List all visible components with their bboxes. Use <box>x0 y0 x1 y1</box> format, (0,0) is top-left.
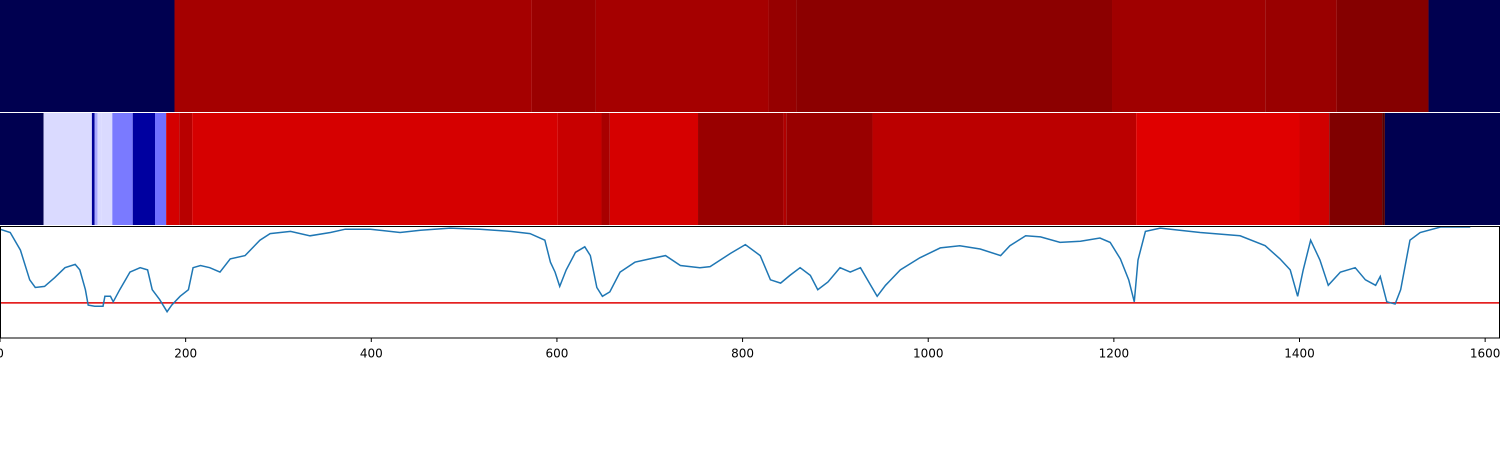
x-tick-label: 200 <box>174 347 197 361</box>
strip-segment <box>101 113 113 225</box>
x-tick-label: 1400 <box>1284 347 1315 361</box>
strip-segment <box>1136 113 1300 225</box>
x-tick-label: 1000 <box>913 347 944 361</box>
strip-segment <box>768 0 797 112</box>
strip-segment <box>112 113 133 225</box>
strip-segment <box>1112 0 1266 112</box>
strip-segment <box>97 113 102 225</box>
strip-segment <box>872 113 1137 225</box>
strip-segment <box>1299 113 1330 225</box>
x-tick-label: 1200 <box>1099 347 1130 361</box>
strip-segment <box>43 113 92 225</box>
strip-segment <box>601 113 610 225</box>
strip-segment <box>531 0 596 112</box>
x-tick-label: 0 <box>0 347 4 361</box>
strip-segment <box>557 113 602 225</box>
strip-segment <box>1384 113 1500 225</box>
strip-segment <box>609 113 699 225</box>
strip-segment <box>166 113 180 225</box>
data-line <box>0 226 1471 314</box>
strip-segment <box>132 113 156 225</box>
strip-segment <box>595 0 769 112</box>
strip-segment <box>94 113 98 225</box>
strip-segment <box>1329 113 1383 225</box>
strip-segment <box>192 113 558 225</box>
x-tick-label: 600 <box>545 347 568 361</box>
strip-segment <box>1428 0 1500 112</box>
strips <box>0 0 1500 225</box>
strip-segment <box>179 113 193 225</box>
strip-segment <box>698 113 784 225</box>
x-tick-label: 800 <box>731 347 754 361</box>
strip-segment <box>796 0 1113 112</box>
x-tick-label: 1600 <box>1470 347 1500 361</box>
strip-segment <box>783 113 787 225</box>
strip-segment <box>0 113 44 225</box>
strip-segment <box>786 113 873 225</box>
strip-segment <box>1265 0 1337 112</box>
strip-segment <box>155 113 167 225</box>
line-plot: 0 200 400 600 800 1000 1200 1400 1600 <box>0 226 1500 361</box>
strip-segment <box>91 113 95 225</box>
strip-segment <box>1382 113 1385 225</box>
strip-segment <box>1336 0 1429 112</box>
plot-frame <box>0 226 1500 339</box>
x-tick-label: 400 <box>360 347 383 361</box>
strip-segment <box>0 0 175 112</box>
strip-segment <box>174 0 532 112</box>
